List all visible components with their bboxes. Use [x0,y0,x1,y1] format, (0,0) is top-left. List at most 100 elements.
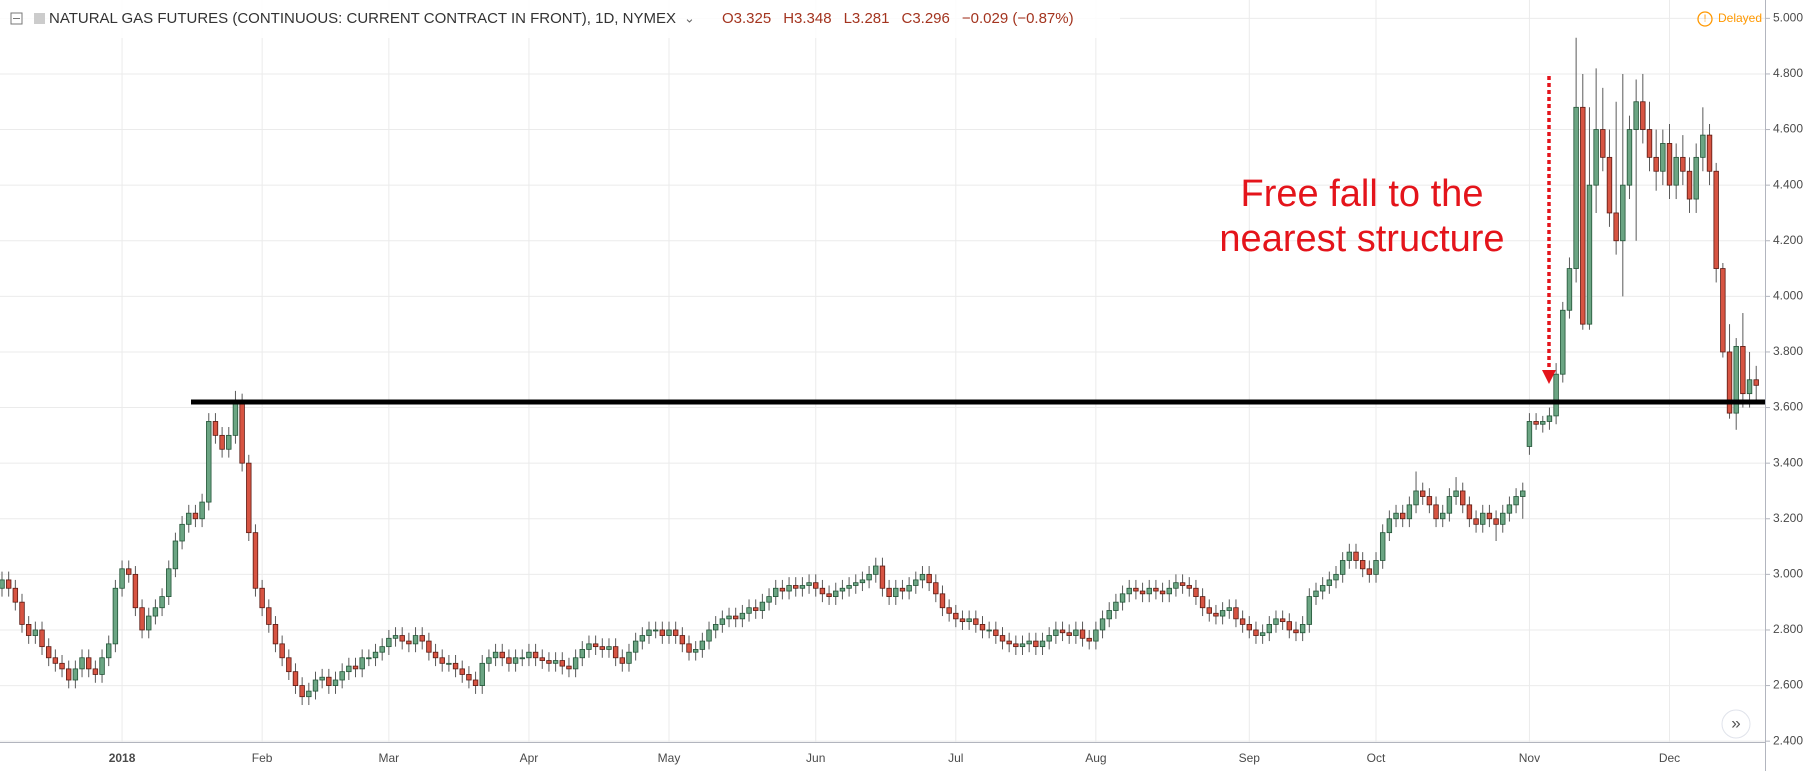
candle-body [1179,582,1186,586]
candle-body [286,657,292,673]
candle-body [159,596,165,609]
candle-body [632,640,639,653]
y-tick-label: 3.200 [1773,511,1803,525]
candle-body [1379,532,1386,561]
collapse-icon[interactable] [10,12,23,25]
candle-body [19,601,25,625]
candle-body [893,587,899,598]
candle-body [586,643,592,650]
arrowhead [1542,369,1556,384]
candle-body [779,587,786,592]
candle-body [486,657,492,664]
candle-body [1153,587,1159,592]
candle-body [619,657,626,664]
candle-body [826,593,832,598]
candle-body [606,646,612,650]
candle-body [1653,156,1659,172]
candle-body [1066,632,1072,636]
candle-body [1279,618,1286,623]
candle-body [1520,490,1526,497]
status-icon: ! [1704,14,1707,25]
candle-body [512,657,519,664]
y-tick-label: 3.800 [1773,344,1803,358]
candle-body [239,401,245,464]
candle-body [559,660,565,667]
candle-body [873,565,879,575]
candle-body [1286,621,1293,631]
candle-body [306,690,312,698]
candle-body [1006,640,1012,645]
candle-body [652,629,659,632]
candle-body [572,657,579,670]
candle-body [993,629,999,636]
candle-body [979,624,986,631]
y-tick-label: 4.200 [1773,233,1803,247]
candle-body [366,657,372,660]
candle-body [192,512,199,520]
scroll-button[interactable] [1721,709,1751,739]
candle-body [1506,504,1513,514]
candle-body [819,587,826,595]
candle-body [1113,601,1119,611]
candle-body [1146,587,1152,595]
candle-body [1706,134,1713,172]
candle-body [1680,156,1686,172]
dropdown[interactable]: ⌄ [684,10,695,25]
scroll-button[interactable]: » [1731,713,1740,732]
time-axis [0,742,1765,771]
candle-body [1540,421,1546,425]
candle-body [906,585,912,592]
candle-body [1460,490,1466,506]
annotation: Free fall to the [1241,173,1484,215]
candle-body [1713,170,1719,269]
candle-body [539,657,545,661]
candle-body [326,676,332,686]
candle-body [32,629,39,636]
y-tick-label: 2.800 [1773,622,1803,636]
candle-body [1753,379,1759,386]
candle-body [52,657,59,664]
candle-body [12,587,19,603]
header-value: H3.348 [783,10,831,27]
candle-body [1313,590,1319,598]
candle-body [492,651,499,659]
candle-body [759,601,766,611]
candle-body [199,501,205,520]
candle-body [939,593,946,609]
candle-body [739,612,746,620]
candle-body [1199,596,1206,609]
candle-body [706,629,712,642]
y-tick-label: 4.600 [1773,122,1803,136]
candle-body [753,607,759,611]
candle-body [1206,607,1212,614]
candle-body [99,657,105,675]
candle-body [1386,518,1393,534]
candle-body [1159,590,1166,595]
candle-body [426,640,432,653]
candle-body [1746,379,1753,395]
y-tick-label: 2.400 [1773,733,1803,747]
x-tick-label: Jun [806,751,825,765]
x-tick-label: Oct [1367,751,1386,765]
candle-body [973,618,979,625]
candle-body [1426,496,1433,506]
candle-body [799,585,806,589]
symbol-title[interactable]: NATURAL GAS FUTURES (CONTINUOUS: CURRENT… [49,10,676,27]
candle-body [172,540,179,570]
candle-body [1186,585,1192,589]
candle-body [472,679,479,686]
candle-body [1053,629,1059,636]
candle-body [1259,632,1266,636]
candle-body [793,585,799,589]
candle-body [1273,618,1279,625]
candle-body [1433,504,1439,520]
candle-body [232,401,239,436]
candle-body [933,582,939,595]
candle-body [1606,156,1613,214]
candle-body [266,607,272,625]
candle-body [219,434,225,450]
candle-body [1306,596,1313,625]
candle-body [1660,143,1666,172]
candle-body [699,640,706,650]
